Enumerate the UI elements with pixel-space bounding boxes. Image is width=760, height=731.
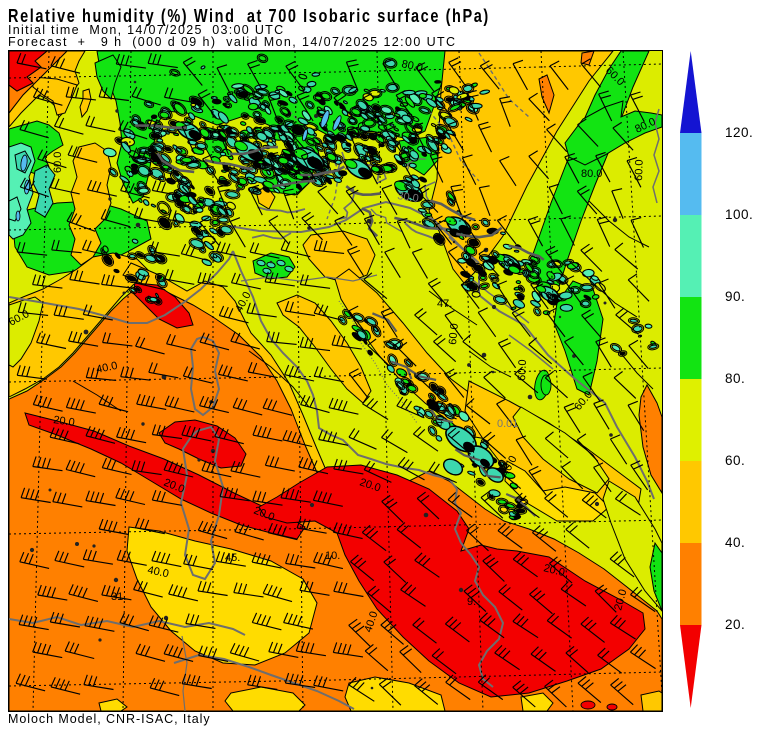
svg-text:40.0: 40.0 [434, 405, 448, 427]
svg-text:10.: 10. [325, 550, 340, 562]
svg-text:60.0: 60.0 [447, 323, 461, 345]
svg-text:40.0: 40.0 [95, 360, 118, 376]
svg-text:20.0: 20.0 [542, 562, 566, 579]
svg-text:40.0: 40.0 [146, 564, 169, 580]
svg-text:80.0: 80.0 [400, 58, 423, 74]
svg-text:60.0: 60.0 [52, 152, 64, 173]
svg-text:0.01: 0.01 [497, 418, 518, 430]
svg-text:47.: 47. [437, 298, 452, 310]
svg-text:9.: 9. [467, 596, 476, 608]
svg-text:60.0: 60.0 [633, 159, 646, 181]
svg-text:80.0: 80.0 [581, 168, 602, 180]
svg-text:60.0: 60.0 [516, 359, 529, 381]
svg-text:20.0: 20.0 [53, 414, 76, 429]
svg-text:30.0: 30.0 [397, 190, 420, 205]
svg-text:45.: 45. [225, 552, 240, 564]
svg-text:31.: 31. [111, 591, 126, 603]
svg-text:20.0: 20.0 [612, 588, 629, 612]
